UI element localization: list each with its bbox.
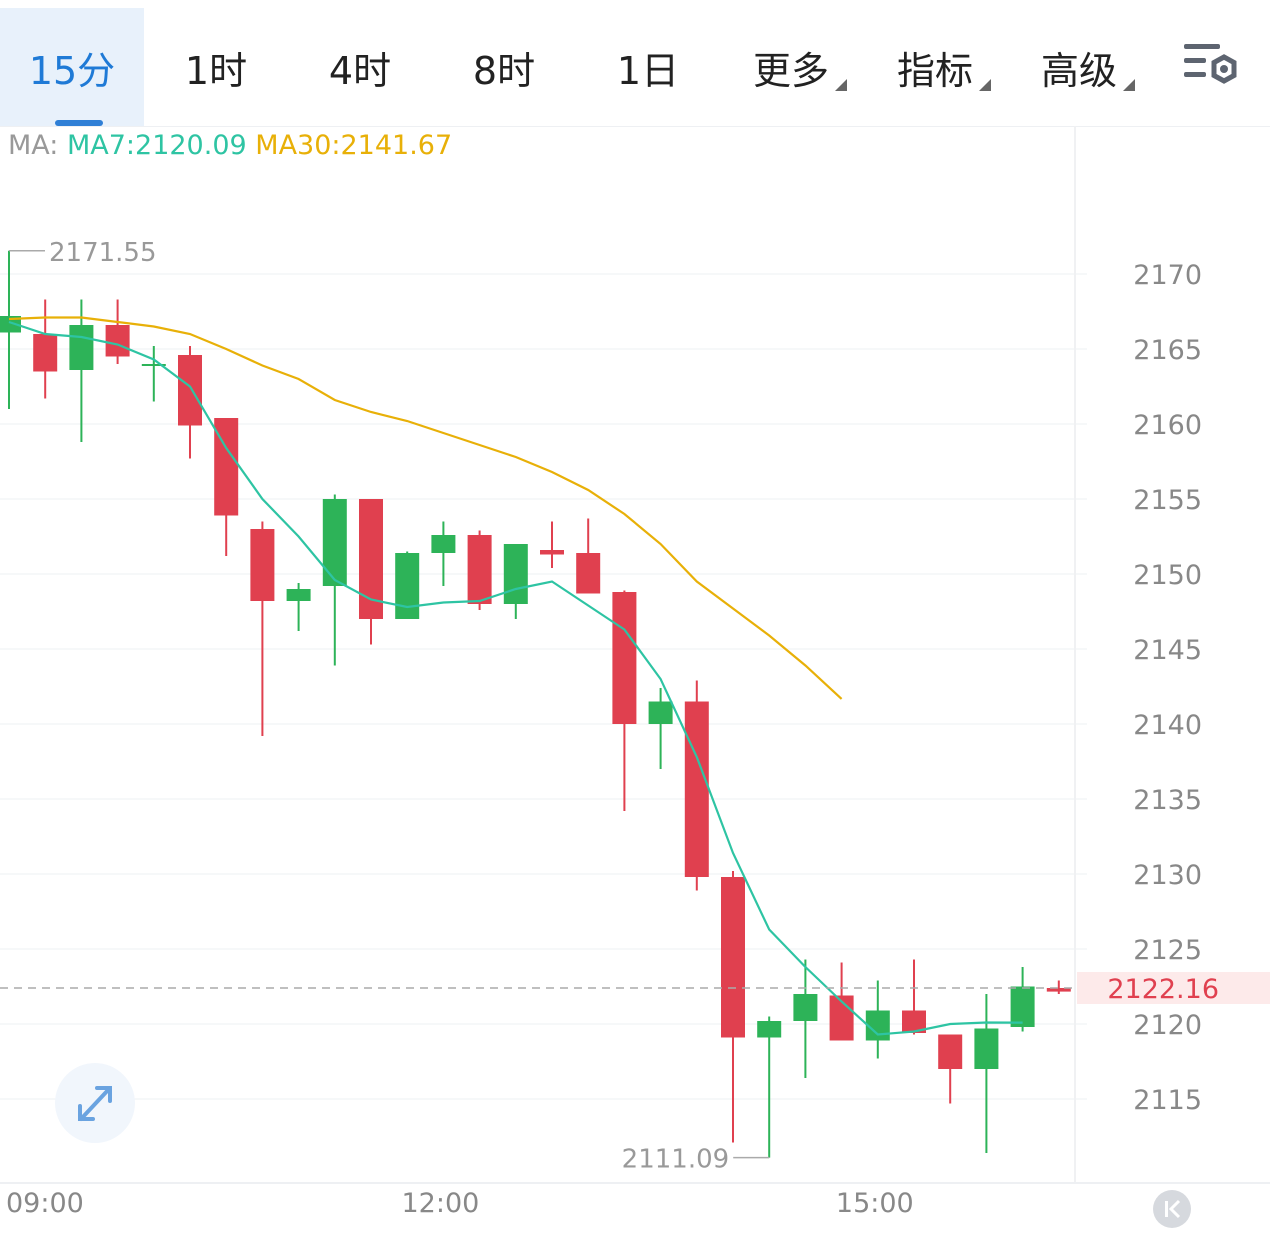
dropdown-caret-icon (835, 79, 847, 91)
candle-body (431, 535, 456, 553)
tab-advanced-dropdown[interactable]: 高级 (1018, 8, 1158, 126)
tab-4hour[interactable]: 4时 (288, 8, 432, 126)
candle-body (648, 701, 673, 724)
x-axis-time-label: 12:00 (401, 1188, 479, 1219)
ma30-line (8, 316, 843, 700)
candle-body (829, 995, 854, 1041)
y-axis-tick-label: 2145 (1133, 635, 1202, 666)
tab-more-dropdown[interactable]: 更多 (730, 8, 870, 126)
candle-body (612, 592, 637, 724)
tab-label: 高级 (1040, 48, 1117, 93)
current-price-tag (1077, 972, 1270, 1004)
y-axis-tick-label: 2165 (1133, 335, 1202, 366)
ma30-value: MA30:2141.67 (255, 130, 453, 161)
candle-body (540, 550, 564, 555)
candle-body (757, 1021, 782, 1038)
moving-average-legend: MA: MA7:2120.09 MA30:2141.67 (8, 130, 452, 161)
candle-body (322, 499, 347, 586)
candle-body (250, 529, 275, 601)
y-axis-tick-label: 2135 (1133, 785, 1202, 816)
max-price-label: 2171.55 (49, 238, 157, 268)
y-axis-tick-label: 2150 (1133, 560, 1202, 591)
expand-arrows-icon[interactable] (55, 1063, 135, 1143)
candle-body (938, 1034, 963, 1069)
candle-body (467, 535, 492, 604)
candle-body (576, 553, 601, 594)
y-axis-tick-label: 2120 (1133, 1010, 1202, 1041)
x-axis-time-label: 15:00 (836, 1188, 914, 1219)
dropdown-caret-icon (979, 79, 991, 91)
tab-label: 4时 (328, 48, 392, 93)
y-axis-tick-label: 2130 (1133, 860, 1202, 891)
candle-body (178, 355, 202, 426)
dropdown-caret-icon (1123, 79, 1135, 91)
y-axis-tick-label: 2115 (1133, 1085, 1202, 1116)
candle-body (395, 553, 420, 619)
min-price-label: 2111.09 (622, 1145, 730, 1175)
active-tab-indicator (55, 120, 103, 126)
candle-body (286, 589, 311, 601)
ma7-value: MA7:2120.09 (66, 130, 247, 161)
candle-body (793, 994, 818, 1021)
candle-body (974, 1028, 999, 1069)
y-axis-tick-label: 2140 (1133, 710, 1202, 741)
tab-label: 1时 (184, 48, 248, 93)
tab-8hour[interactable]: 8时 (432, 8, 576, 126)
tab-15min[interactable]: 15分 (0, 8, 144, 126)
tab-1hour[interactable]: 1时 (144, 8, 288, 126)
candle-body (33, 334, 58, 372)
jump-to-latest-icon[interactable] (1153, 1190, 1191, 1228)
ma7-line (8, 320, 1023, 1036)
ma-legend-prefix: MA: (8, 130, 59, 161)
candle-body (684, 701, 709, 877)
candle-body (105, 325, 130, 357)
y-axis-tick-label: 2160 (1133, 410, 1202, 441)
interval-tab-bar: 15分 1时 4时 8时 1日 更多 指标 高级 (0, 0, 1270, 127)
candle-body (69, 325, 94, 370)
candle-body (141, 364, 166, 366)
candle-body (1010, 986, 1035, 1027)
candle-body (1046, 988, 1071, 992)
candlestick-chart[interactable]: 2170 2165 2160 2155 2150 2145 2140 2135 2130 2125… (0, 126, 1270, 1234)
tab-indicators-dropdown[interactable]: 指标 (874, 8, 1014, 126)
candle-body (902, 1010, 926, 1033)
tab-label: 8时 (472, 48, 536, 93)
candle-body (503, 544, 528, 604)
tab-1day[interactable]: 1日 (576, 8, 720, 126)
chart-settings-icon[interactable] (1182, 40, 1242, 92)
y-axis-tick-label: 2155 (1133, 485, 1202, 516)
tab-label: 1日 (616, 48, 680, 93)
x-axis-time-label: 09:00 (6, 1188, 84, 1219)
y-axis-tick-label: 2170 (1133, 260, 1202, 291)
candle-body (0, 316, 21, 333)
candle-body (721, 877, 745, 1038)
tab-label: 15分 (28, 48, 116, 93)
tab-label: 更多 (752, 48, 829, 93)
current-price-label: 2122.16 (1107, 974, 1219, 1005)
tab-label: 指标 (896, 48, 973, 93)
y-axis-tick-label: 2125 (1133, 935, 1202, 966)
